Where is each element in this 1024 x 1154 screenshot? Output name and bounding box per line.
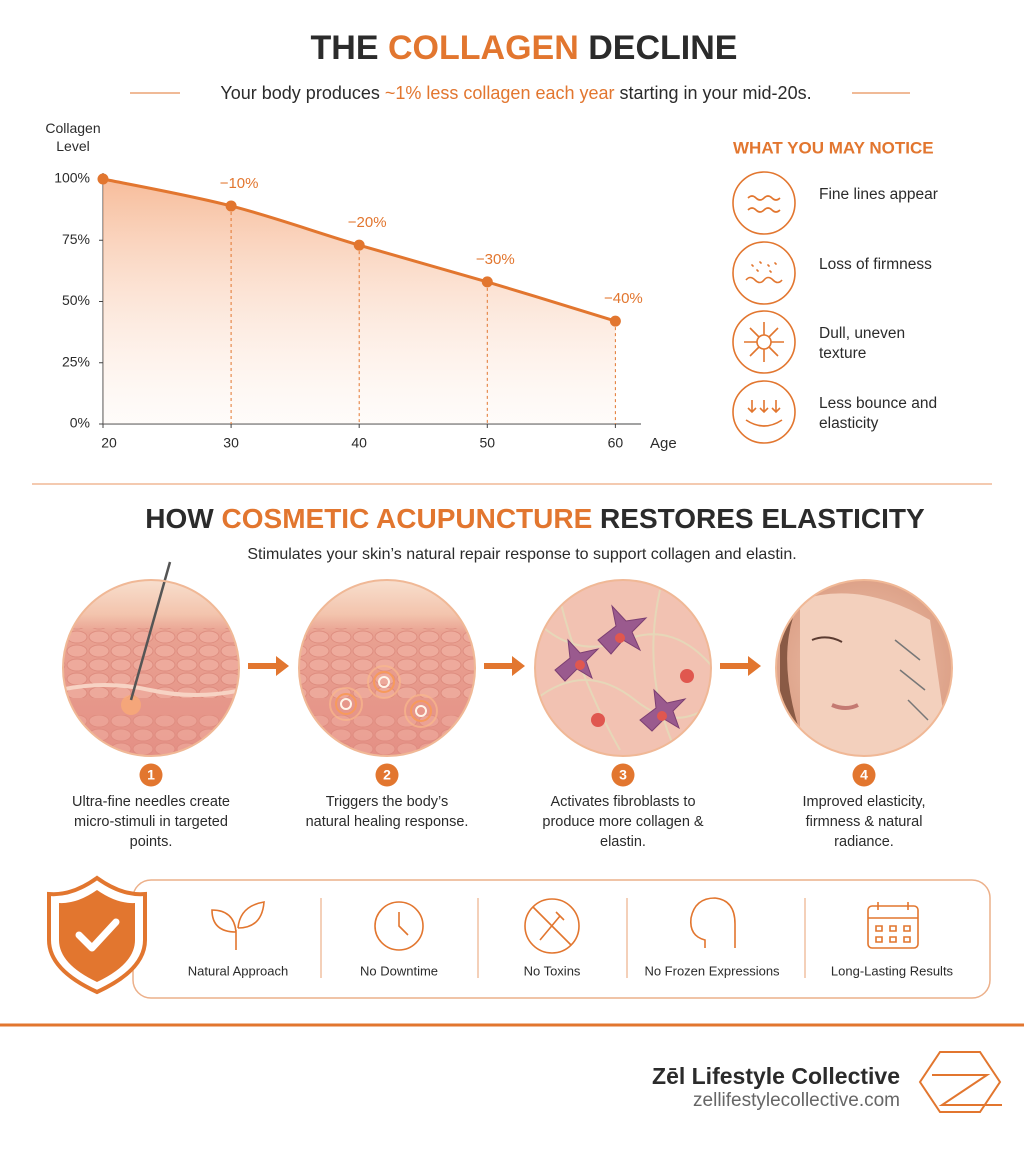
benefits-box <box>132 879 991 999</box>
benefit-label: No Toxins <box>524 963 581 978</box>
notice-item: Loss of firmness <box>819 256 932 273</box>
x-tick-label: 30 <box>223 435 239 451</box>
step-text: Activates fibroblasts to produce more co… <box>542 794 704 850</box>
benefit-dividers <box>320 898 806 978</box>
benefit-label: Natural Approach <box>188 963 288 978</box>
y-tick-label: 50% <box>62 292 90 308</box>
x-tick-label: 50 <box>479 435 495 451</box>
title-part: HOW <box>145 503 221 534</box>
point-label: −10% <box>220 175 259 192</box>
point-label: −20% <box>348 214 387 231</box>
section-subtitle: Stimulates your skin’s natural repair re… <box>247 546 796 563</box>
point-label: −40% <box>604 290 643 307</box>
y-tick-label: 25% <box>62 353 90 369</box>
title-part: THE <box>311 29 388 67</box>
notice-item: Dull, uneven texture <box>819 325 906 362</box>
step-number: 1 <box>147 767 155 783</box>
step-badge <box>375 763 399 787</box>
y-tick-label: 0% <box>70 415 90 431</box>
title-part: RESTORES ELASTICITY <box>592 503 925 534</box>
step-illustrations <box>62 561 953 757</box>
x-tick-label: 40 <box>351 435 367 451</box>
needle <box>129 561 172 701</box>
step-badge <box>852 763 876 787</box>
step-text: Improved elasticity, firmness & natural … <box>802 794 926 850</box>
subtitle: Your body produces ~1% less collagen eac… <box>220 83 811 103</box>
benefit-label: Long-Lasting Results <box>831 963 954 978</box>
step-number: 2 <box>383 767 391 783</box>
logo <box>918 1051 1002 1113</box>
subtitle-part: starting in your mid-20s. <box>615 83 812 103</box>
point <box>353 239 365 251</box>
point <box>609 315 621 327</box>
x-axis-label: Age <box>650 435 677 452</box>
x-tick-label: 60 <box>608 435 624 451</box>
title-part: COLLAGEN <box>388 29 579 67</box>
x-tick-label: 20 <box>101 435 117 451</box>
title-part: DECLINE <box>579 29 738 67</box>
y-tick-label: 75% <box>62 231 90 247</box>
step-text: Ultra-fine needles create micro-stimuli … <box>72 794 230 850</box>
step-badge <box>611 763 635 787</box>
shield <box>47 875 147 995</box>
step-badge <box>139 763 163 787</box>
url: zellifestylecollective.com <box>693 1090 900 1111</box>
notice-title: WHAT YOU MAY NOTICE <box>733 138 934 157</box>
subtitle-part: ~1% less collagen each year <box>385 83 615 103</box>
benefit-icons <box>211 897 919 954</box>
title-part: COSMETIC ACUPUNCTURE <box>222 503 593 534</box>
point <box>225 200 237 212</box>
title: THE COLLAGEN DECLINE <box>311 29 738 67</box>
step-text: Triggers the body’s natural healing resp… <box>305 794 469 830</box>
notice-icons <box>732 171 796 444</box>
y-axis-label: Collagen Level <box>45 120 101 154</box>
subtitle-part: Your body produces <box>220 83 384 103</box>
brand: Zēl Lifestyle Collective <box>652 1063 900 1089</box>
point <box>97 173 109 185</box>
benefit-label: No Downtime <box>360 963 438 978</box>
notice-item: Less bounce and elasticity <box>819 395 938 432</box>
section-title: HOW COSMETIC ACUPUNCTURE RESTORES ELASTI… <box>145 503 925 534</box>
point <box>481 276 493 288</box>
notice-item: Fine lines appear <box>819 186 938 203</box>
chart: 0% 25% 50% 75% 100% 20 30 40 50 60 Age −10% −20% −30%… <box>54 170 677 452</box>
step-number: 3 <box>619 767 627 783</box>
y-tick-label: 100% <box>54 170 90 186</box>
point-label: −30% <box>476 251 515 268</box>
benefit-label: No Frozen Expressions <box>644 963 780 978</box>
step-number: 4 <box>860 767 868 783</box>
